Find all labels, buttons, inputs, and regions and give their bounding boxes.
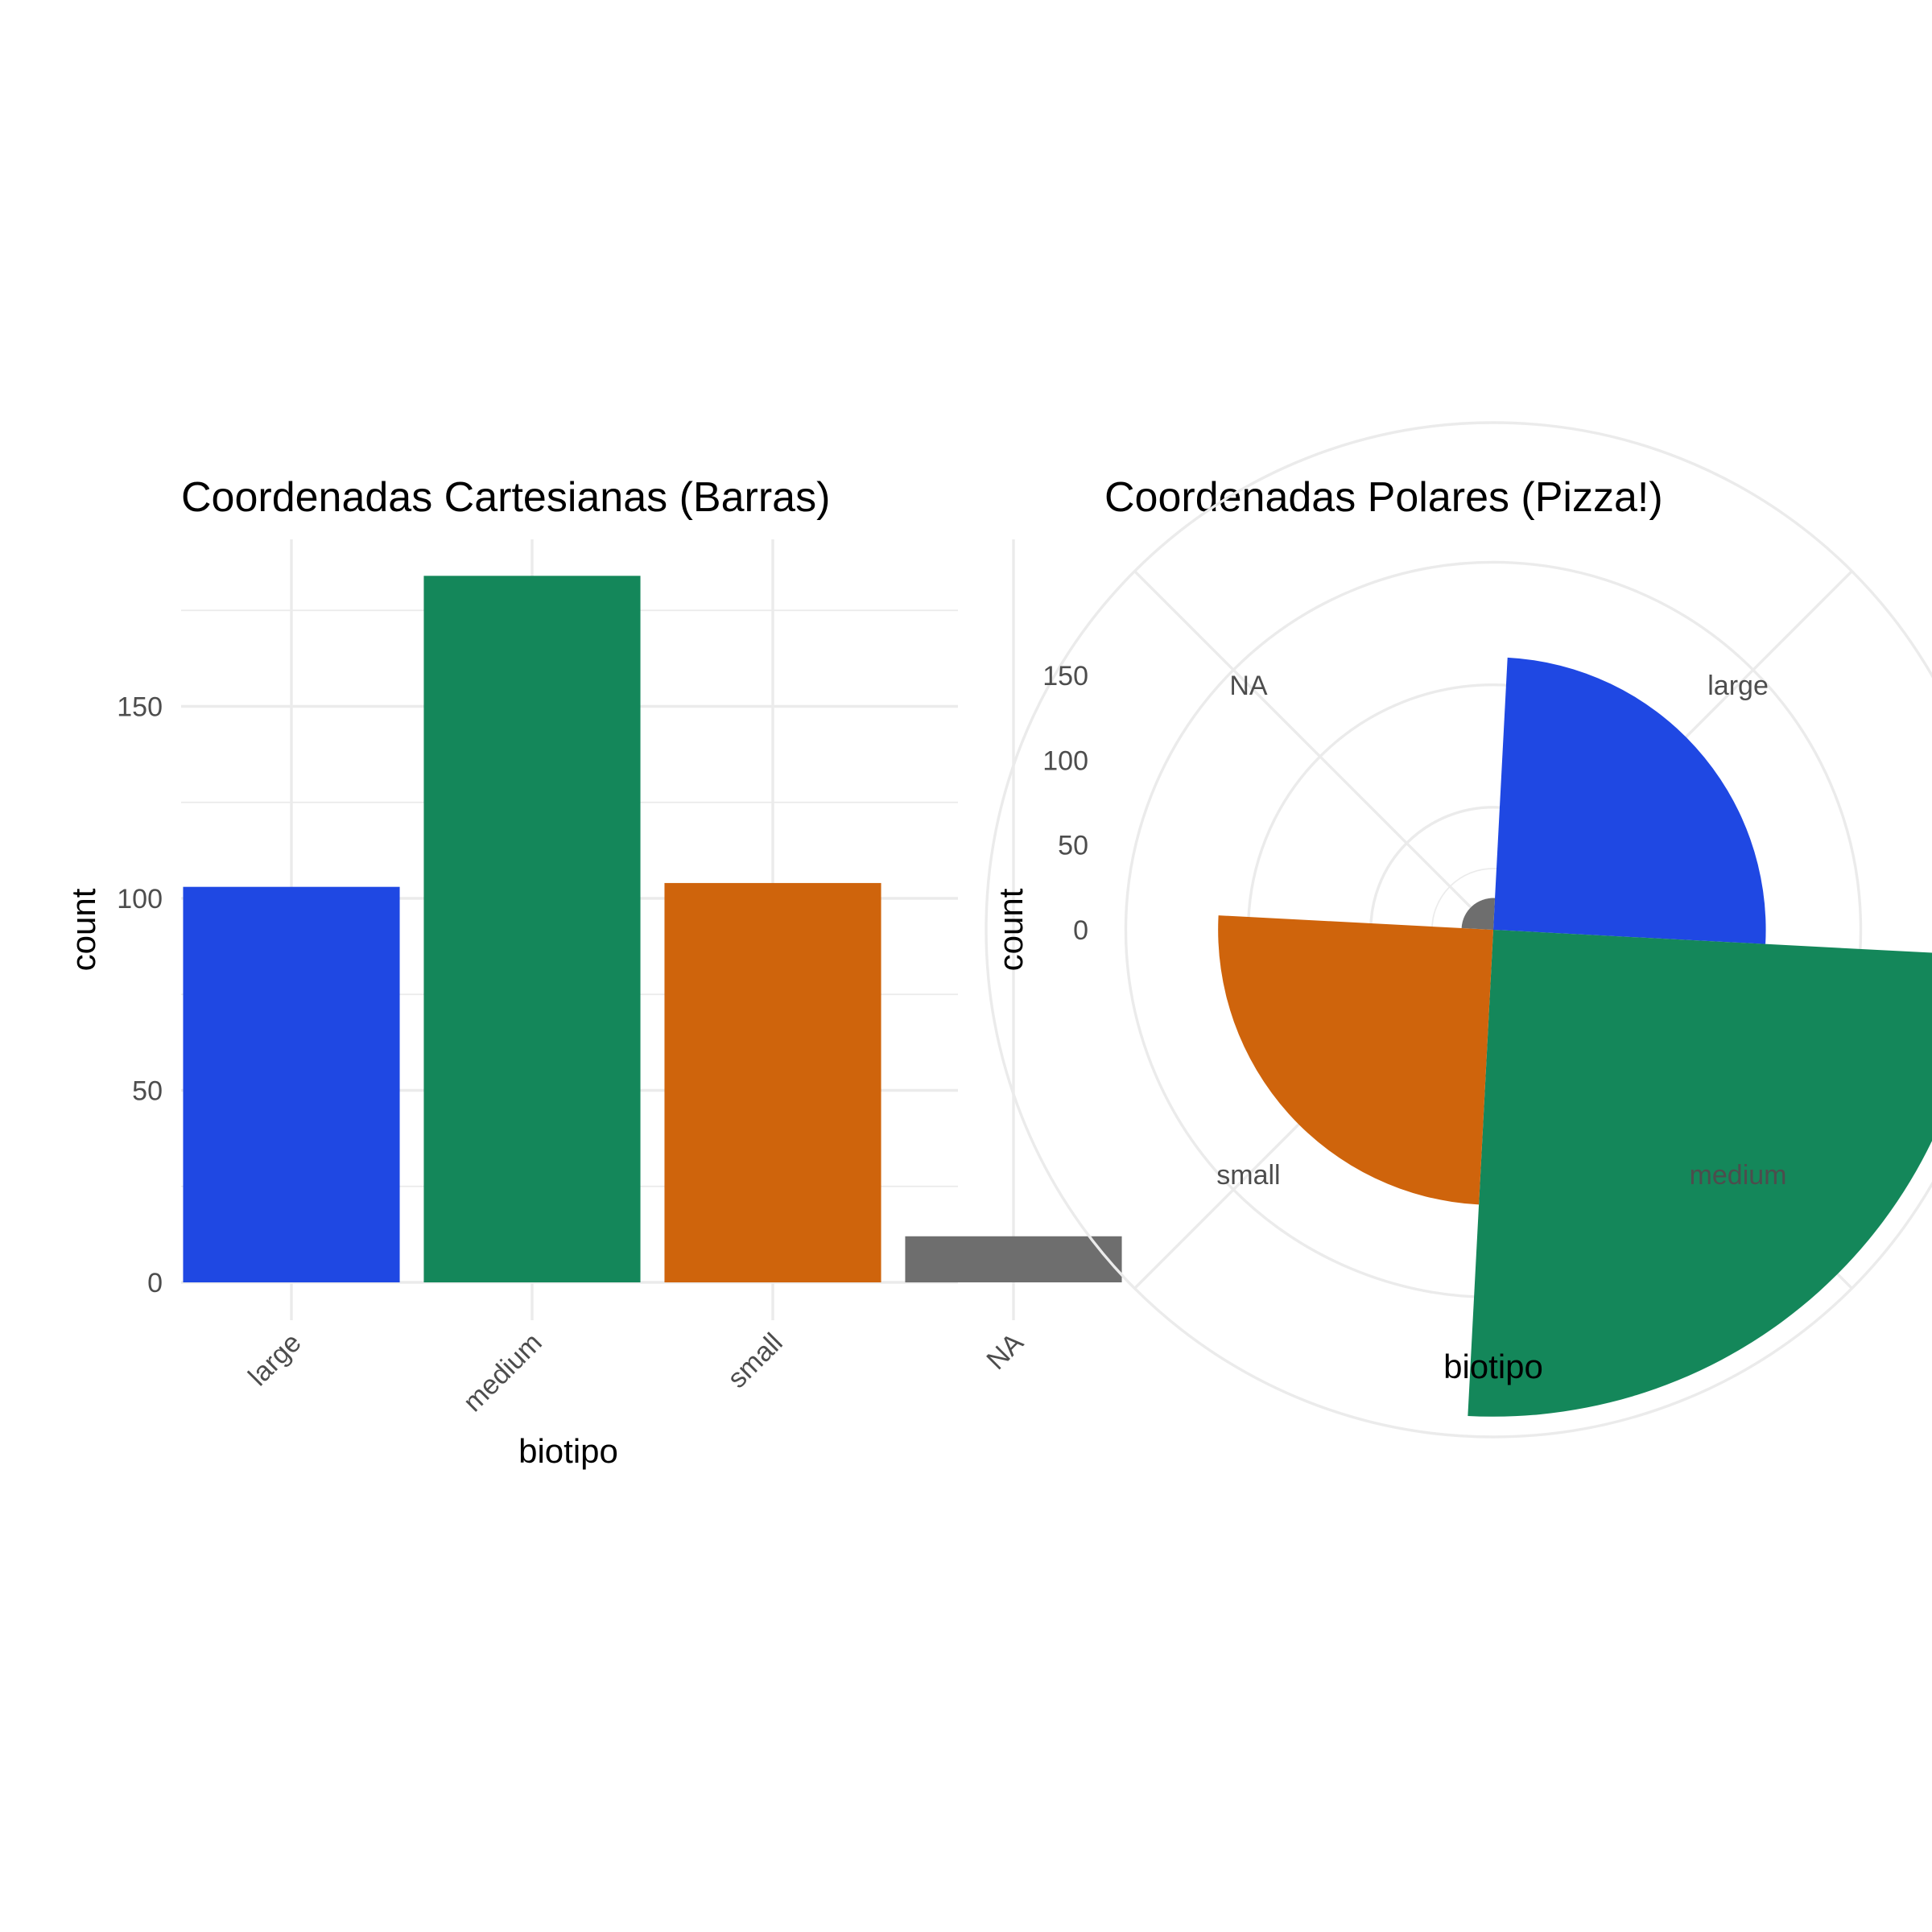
polar-r-tick-label: 150: [1042, 661, 1088, 691]
bar-chart-x-tick-labels: large medium small NA: [242, 1327, 1030, 1418]
slice-small: [1218, 915, 1493, 1205]
bar-chart-y-tick-labels: 0 50 100 150: [117, 692, 163, 1299]
slice-na: [1461, 898, 1496, 930]
bar-y-tick-label: 150: [117, 692, 163, 723]
bar-chart-x-axis-title: biotipo: [518, 1432, 618, 1470]
bar-chart-title: Coordenadas Cartesianas (Barras): [181, 474, 830, 521]
bar-chart-bars: [183, 576, 1122, 1282]
polar-category-label: medium: [1690, 1160, 1787, 1191]
polar-chart-y-axis-title: count: [992, 888, 1030, 971]
polar-category-label: small: [1216, 1160, 1280, 1191]
polar-category-label: NA: [1229, 671, 1268, 701]
polar-r-tick-label: 50: [1058, 831, 1088, 861]
polar-chart-radial-tick-labels: 0 50 100 150: [1042, 661, 1088, 946]
polar-chart-slices: [1218, 657, 1932, 1417]
slice-medium: [1468, 930, 1932, 1417]
bar-medium: [423, 576, 641, 1282]
bar-x-tick-label: NA: [980, 1327, 1029, 1376]
polar-chart-title: Coordenadas Polares (Pizza!): [1104, 474, 1663, 521]
bar-large: [183, 886, 400, 1282]
polar-grid-spoke: [1133, 570, 1495, 931]
slice-large: [1493, 657, 1766, 944]
polar-r-tick-label: 100: [1042, 745, 1088, 776]
polar-chart-x-axis-title: biotipo: [1443, 1348, 1543, 1385]
polar-category-label: large: [1707, 671, 1769, 701]
bar-y-tick-label: 100: [117, 884, 163, 914]
bar-x-tick-label: large: [242, 1327, 307, 1392]
bar-chart-y-axis-title: count: [64, 888, 102, 971]
polar-chart-category-labels: large medium small NA: [1216, 671, 1786, 1191]
bar-y-tick-label: 50: [132, 1076, 163, 1107]
bar-y-tick-label: 0: [147, 1268, 163, 1298]
polar-r-tick-label: 0: [1073, 915, 1088, 946]
polar-chart-panel: Coordenadas Polares (Pizza!) 0 50 100 150 l…: [985, 421, 1932, 1439]
bar-x-tick-label: medium: [457, 1327, 547, 1418]
bar-x-tick-label: small: [722, 1327, 789, 1394]
bar-chart-panel: Coordenadas Cartesianas (Barras) 0 50 100 1…: [64, 474, 1122, 1470]
bar-na: [905, 1236, 1122, 1282]
bar-small: [664, 882, 881, 1282]
polar-grid-ring: [985, 421, 1932, 1439]
